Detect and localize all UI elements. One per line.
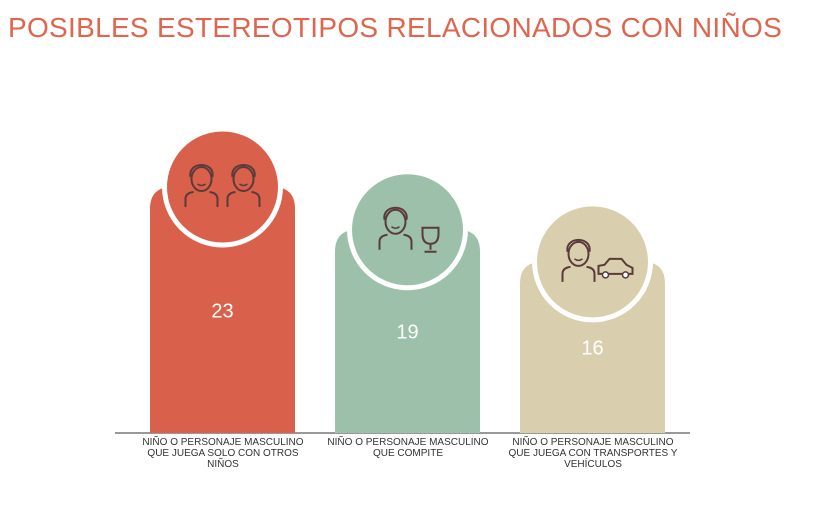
category-label: NIÑO O PERSONAJE MASCULINO QUE COMPITE bbox=[327, 437, 489, 459]
icon-body bbox=[226, 191, 261, 207]
icon-face bbox=[384, 208, 407, 235]
icon-face bbox=[190, 166, 213, 192]
icon-badge bbox=[347, 169, 468, 291]
category-label: NIÑO O PERSONAJE MASCULINO QUE JUEGA CON… bbox=[508, 437, 678, 470]
value-label: 23 bbox=[211, 300, 233, 322]
icon-face bbox=[567, 240, 590, 267]
icon-wheel bbox=[621, 271, 630, 279]
icon-smile bbox=[197, 183, 206, 187]
icon-badge bbox=[162, 126, 283, 248]
value-label: 16 bbox=[581, 338, 603, 360]
icon bbox=[378, 206, 440, 253]
icon-trophy bbox=[421, 226, 440, 253]
bar bbox=[150, 187, 295, 433]
icon-body bbox=[561, 265, 596, 282]
icon bbox=[184, 164, 261, 207]
icon-body bbox=[378, 233, 413, 250]
icon-body bbox=[184, 191, 219, 207]
icon-smile bbox=[574, 258, 583, 262]
icon-smile bbox=[239, 183, 248, 187]
icon-wheel bbox=[601, 271, 610, 279]
icon-hair bbox=[566, 238, 591, 253]
value-label: 19 bbox=[396, 322, 418, 344]
icon-badge bbox=[532, 201, 653, 323]
bar bbox=[335, 229, 480, 433]
icon-face bbox=[232, 166, 255, 192]
icon-car bbox=[597, 257, 634, 275]
icon-hair bbox=[383, 206, 408, 220]
icon bbox=[561, 238, 634, 282]
chart-title: POSIBLES ESTEREOTIPOS RELACIONADOS CON N… bbox=[8, 12, 783, 43]
category-label: NIÑO O PERSONAJE MASCULINO QUE JUEGA SOL… bbox=[142, 437, 304, 470]
icon-hair bbox=[231, 164, 256, 178]
icon-smile bbox=[391, 226, 400, 230]
icon-hair bbox=[189, 164, 214, 178]
